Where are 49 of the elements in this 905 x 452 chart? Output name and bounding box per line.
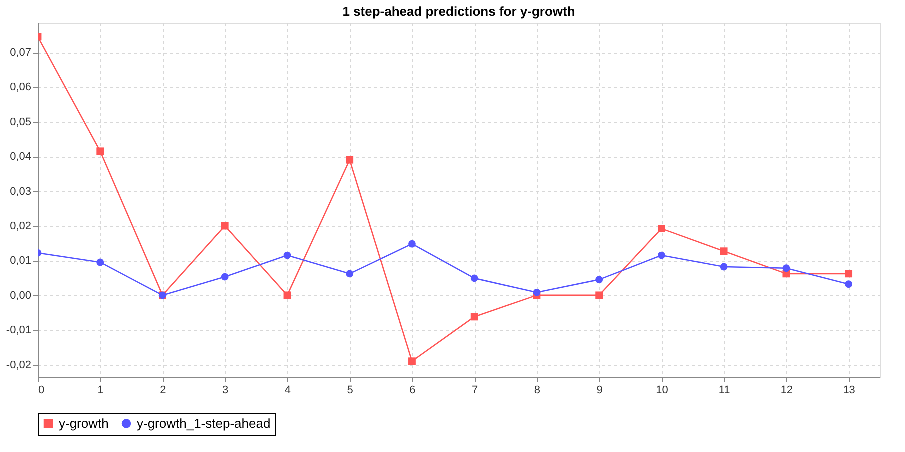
x-tick-label: 5 bbox=[347, 384, 354, 396]
point bbox=[720, 248, 728, 256]
x-tick-label: 2 bbox=[160, 384, 166, 396]
legend-label: y-growth_1-step-ahead bbox=[137, 416, 271, 431]
point bbox=[96, 148, 104, 156]
x-tick-label: 1 bbox=[98, 384, 104, 396]
y-tick-label: 0,05 bbox=[10, 116, 32, 128]
y-tick-label: -0,02 bbox=[6, 359, 32, 372]
point bbox=[596, 292, 604, 300]
y-tick-label: 0,02 bbox=[10, 220, 32, 233]
point bbox=[845, 270, 853, 278]
x-tick-label: 13 bbox=[843, 384, 856, 396]
x-tick-label: 7 bbox=[472, 384, 478, 396]
point bbox=[845, 280, 853, 288]
point bbox=[470, 313, 478, 321]
point bbox=[221, 273, 229, 281]
y-tick-label: 0,01 bbox=[10, 255, 32, 268]
x-tick-label: 6 bbox=[410, 384, 416, 396]
y-tick-label: -0,01 bbox=[6, 324, 32, 337]
y-tick-label: 0,03 bbox=[10, 186, 32, 198]
y-tick-label: 0,04 bbox=[10, 151, 32, 164]
point bbox=[284, 292, 292, 300]
legend-label: y-growth bbox=[59, 416, 109, 431]
point bbox=[408, 240, 416, 248]
y-tick-label: 0,07 bbox=[10, 47, 32, 59]
x-tick-label: 0 bbox=[38, 384, 45, 396]
point bbox=[533, 288, 541, 296]
point bbox=[596, 276, 604, 284]
point bbox=[658, 252, 666, 260]
x-tick-label: 8 bbox=[534, 384, 541, 396]
point bbox=[221, 222, 229, 230]
point bbox=[284, 252, 292, 260]
chart-title: 1 step-ahead predictions for y-growth bbox=[342, 4, 576, 19]
x-tick-label: 11 bbox=[718, 384, 730, 396]
x-tick-label: 10 bbox=[656, 384, 668, 396]
x-tick-label: 12 bbox=[780, 384, 794, 396]
point bbox=[720, 263, 728, 271]
point bbox=[346, 156, 354, 164]
x-tick-label: 9 bbox=[596, 384, 603, 396]
point bbox=[96, 258, 104, 266]
x-tick-label: 3 bbox=[222, 384, 229, 396]
point bbox=[346, 270, 354, 278]
y-tick-label: 0,00 bbox=[10, 290, 32, 302]
point bbox=[782, 264, 790, 272]
point bbox=[408, 358, 416, 366]
point bbox=[470, 274, 478, 282]
x-tick-label: 4 bbox=[284, 384, 292, 396]
y-tick-label: 0,06 bbox=[10, 82, 32, 94]
point bbox=[658, 225, 666, 233]
